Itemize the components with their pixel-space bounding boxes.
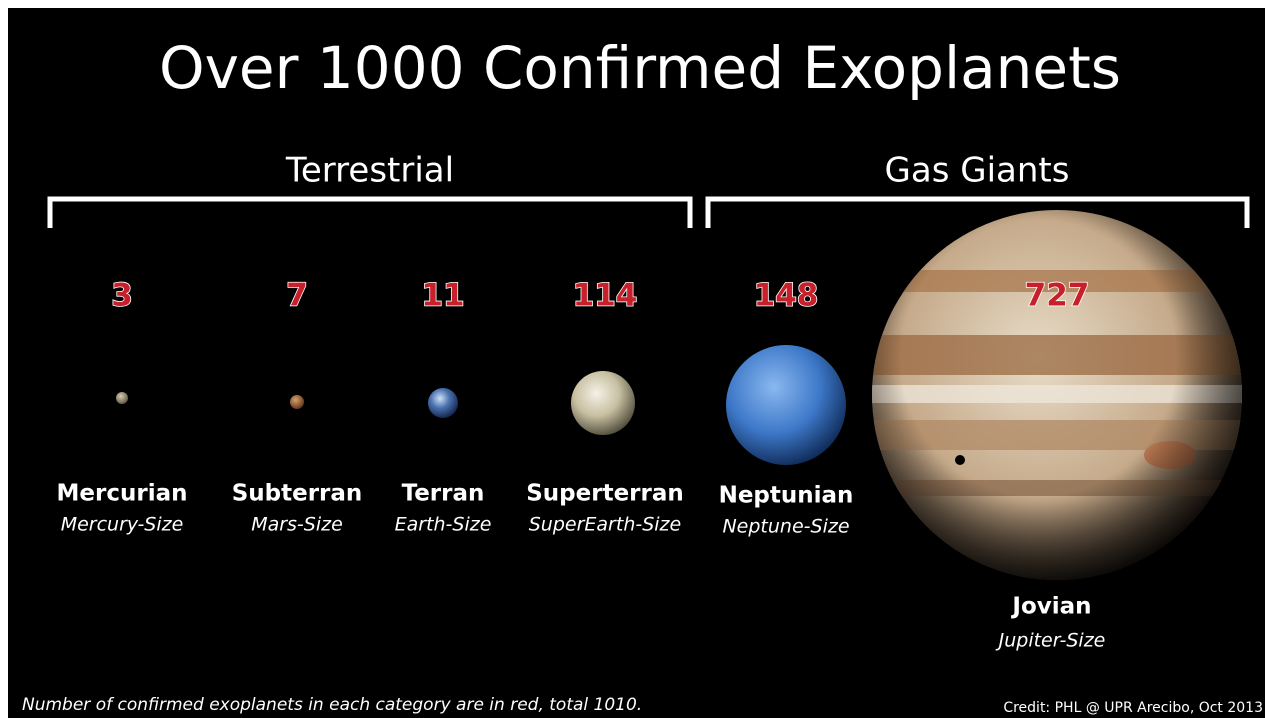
group-label: Gas Giants — [885, 151, 1070, 191]
count: 114 — [573, 278, 638, 314]
title: Over 1000 Confirmed Exoplanets — [159, 34, 1121, 102]
group-label: Terrestrial — [285, 151, 454, 191]
planet — [571, 371, 635, 435]
planet-size: Mars-Size — [251, 514, 343, 536]
planet-size: Earth-Size — [395, 514, 492, 536]
planet-size: Neptune-Size — [722, 516, 849, 538]
planet-name: Subterran — [232, 481, 363, 507]
slide: Over 1000 Confirmed Exoplanets Terrestri… — [0, 0, 1265, 718]
planet-size: Mercury-Size — [61, 514, 184, 536]
planet-size: Jupiter-Size — [995, 630, 1106, 652]
count: 727 — [1025, 278, 1090, 314]
count: 148 — [754, 278, 819, 314]
count: 3 — [111, 278, 133, 314]
planet — [290, 395, 304, 409]
count: 7 — [286, 278, 308, 314]
planet-name: Mercurian — [57, 481, 188, 507]
planet — [116, 392, 128, 404]
footnote: Number of confirmed exoplanets in each c… — [22, 695, 642, 715]
planet — [726, 345, 846, 465]
planet-name: Terran — [402, 481, 485, 507]
planet-size: SuperEarth-Size — [529, 514, 681, 536]
count: 11 — [421, 278, 464, 314]
planet — [428, 388, 458, 418]
planet-name: Jovian — [1010, 594, 1091, 620]
page: {"title": "Over 1000 Confirmed Exoplanet… — [0, 0, 1265, 718]
planet-name: Superterran — [526, 481, 684, 507]
credit: Credit: PHL @ UPR Arecibo, Oct 2013 — [1003, 700, 1263, 716]
planet-name: Neptunian — [719, 483, 854, 509]
